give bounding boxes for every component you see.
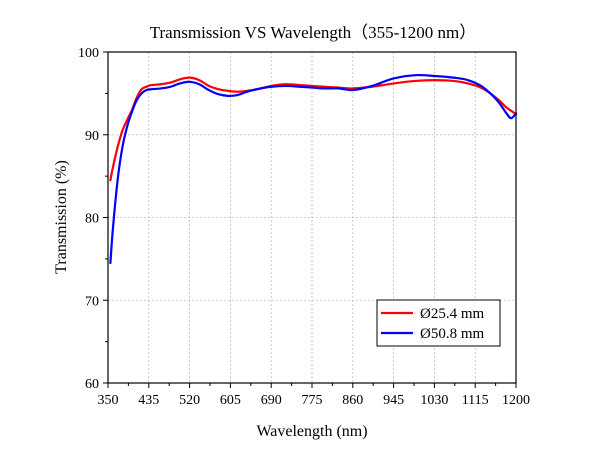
y-tick-label: 60 <box>85 377 99 392</box>
legend-label-series-1: Ø25.4 mm <box>420 306 485 322</box>
series-layer <box>109 73 518 265</box>
series-line-1 <box>109 76 518 182</box>
tick-layer: 350 435 520 605 690 775 860 945 1030 1115 1200 60 70… <box>78 46 530 408</box>
y-tick-label: 80 <box>85 212 99 227</box>
y-tick-label: 90 <box>85 129 99 144</box>
x-tick-label: 1115 <box>462 393 489 408</box>
x-tick-label: 435 <box>138 393 159 408</box>
x-tick-label: 775 <box>302 393 323 408</box>
chart-title: Transmission VS Wavelength（355-1200 nm） <box>150 23 477 42</box>
grid-layer <box>108 52 516 383</box>
x-tick-label: 945 <box>383 393 404 408</box>
legend: Ø25.4 mm Ø50.8 mm <box>376 299 501 347</box>
legend-box <box>376 299 501 347</box>
y-tick-label: 100 <box>78 46 99 61</box>
series-line-2 <box>109 73 518 265</box>
x-tick-label: 690 <box>261 393 282 408</box>
y-axis-label: Transmission (%) <box>53 160 70 274</box>
x-tick-label: 520 <box>179 393 200 408</box>
x-tick-label: 1030 <box>420 393 448 408</box>
y-tick-label: 70 <box>85 294 99 309</box>
x-tick-label: 605 <box>220 393 241 408</box>
x-tick-label: 860 <box>342 393 363 408</box>
x-axis-label: Wavelength (nm) <box>256 423 367 440</box>
legend-label-series-2: Ø50.8 mm <box>420 326 485 342</box>
x-tick-label: 350 <box>98 393 119 408</box>
x-tick-label: 1200 <box>502 393 530 408</box>
